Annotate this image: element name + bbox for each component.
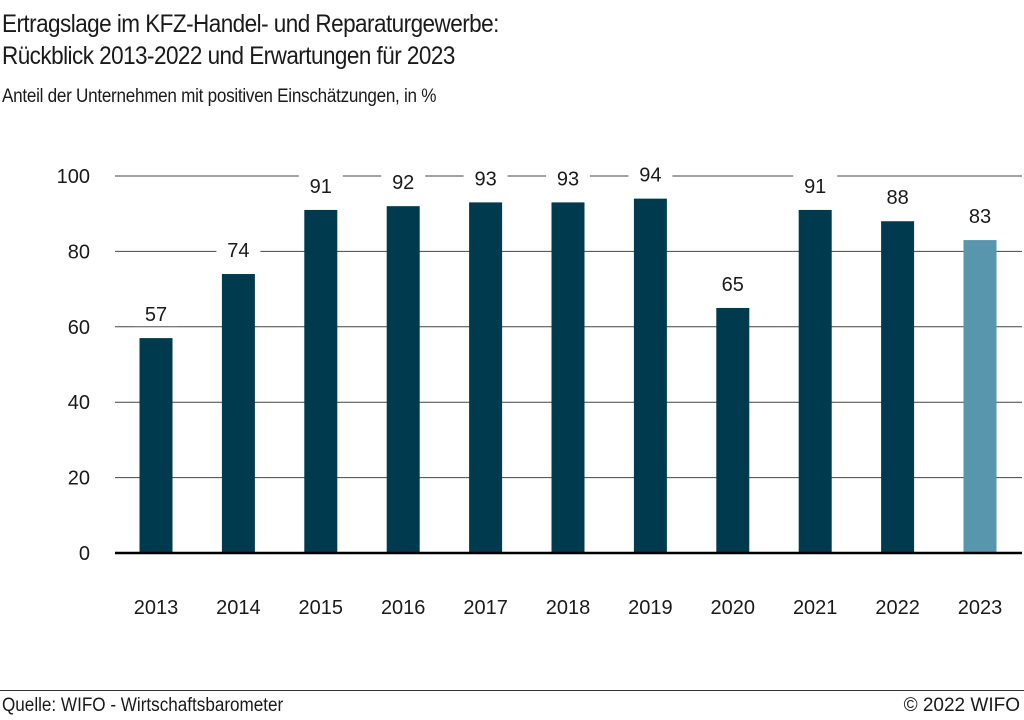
data-label-bg: [463, 164, 508, 191]
data-label-bg: [381, 168, 426, 195]
source-note: Quelle: WIFO - Wirtschaftsbarometer: [2, 695, 284, 716]
footer-divider: [0, 690, 1024, 691]
data-label-2019: 94: [639, 165, 661, 187]
data-label-bg: [134, 300, 178, 327]
data-label-2016: 92: [392, 172, 414, 194]
bar-2017: [469, 202, 503, 553]
x-tick-label-2014: 2014: [216, 597, 261, 619]
x-tick-label-2023: 2023: [958, 597, 1003, 619]
y-tick-label: 80: [68, 241, 90, 263]
chart-title: Ertragslage im KFZ-Handel- und Reparatur…: [2, 8, 499, 72]
bar-2022: [881, 221, 915, 554]
bar-2023: [963, 240, 997, 553]
data-label-2023: 83: [969, 206, 991, 228]
data-label-bg: [628, 160, 673, 187]
y-tick-label: 20: [68, 468, 90, 490]
data-label-2022: 88: [886, 187, 908, 209]
data-label-bg: [875, 183, 920, 210]
bar-2020: [716, 307, 750, 553]
x-tick-label-2016: 2016: [381, 597, 426, 619]
x-tick-label-2018: 2018: [546, 597, 591, 619]
bar-2015: [304, 209, 338, 553]
data-label-bg: [958, 202, 1002, 229]
chart-subtitle: Anteil der Unternehmen mit positiven Ein…: [2, 86, 437, 107]
x-tick-label-2022: 2022: [875, 597, 920, 619]
bar-chart: 0 20 40 60 80 100 57 2013 74 2014 91 2015 92 2016 93 20…: [56, 160, 1022, 619]
y-tick-label: 60: [68, 317, 90, 339]
data-label-2021: 91: [804, 176, 826, 198]
chart-title-line1: Ertragslage im KFZ-Handel- und Reparatur…: [2, 10, 499, 38]
x-tick-label-2020: 2020: [711, 597, 756, 619]
x-tick-label-2015: 2015: [299, 597, 344, 619]
data-label-bg: [216, 236, 261, 263]
chart-title-line2: Rückblick 2013-2022 und Erwartungen für …: [2, 42, 455, 70]
bar-2014: [221, 274, 255, 553]
bar-2021: [798, 209, 832, 553]
data-label-bg: [298, 171, 343, 198]
bar-2018: [551, 202, 585, 553]
data-label-2014: 74: [227, 240, 249, 262]
x-tick-label-2019: 2019: [628, 597, 673, 619]
data-label-2015: 91: [310, 176, 332, 198]
x-tick-label-2013: 2013: [134, 597, 179, 619]
y-tick-label: 0: [79, 543, 90, 565]
data-label-bg: [793, 171, 838, 198]
y-tick-label: 100: [57, 166, 90, 188]
data-label-2018: 93: [557, 168, 579, 190]
bar-2016: [386, 206, 420, 553]
data-label-bg: [546, 164, 590, 191]
x-tick-label-2021: 2021: [793, 597, 838, 619]
bar-2013: [139, 338, 173, 553]
data-label-2017: 93: [474, 168, 496, 190]
data-label-bg: [710, 269, 755, 296]
x-tick-label-2017: 2017: [463, 597, 508, 619]
y-tick-label: 40: [68, 392, 90, 414]
data-label-2020: 65: [722, 274, 744, 296]
data-label-2013: 57: [145, 304, 167, 326]
copyright-note: © 2022 WIFO: [903, 695, 1020, 716]
bar-2019: [633, 198, 667, 553]
